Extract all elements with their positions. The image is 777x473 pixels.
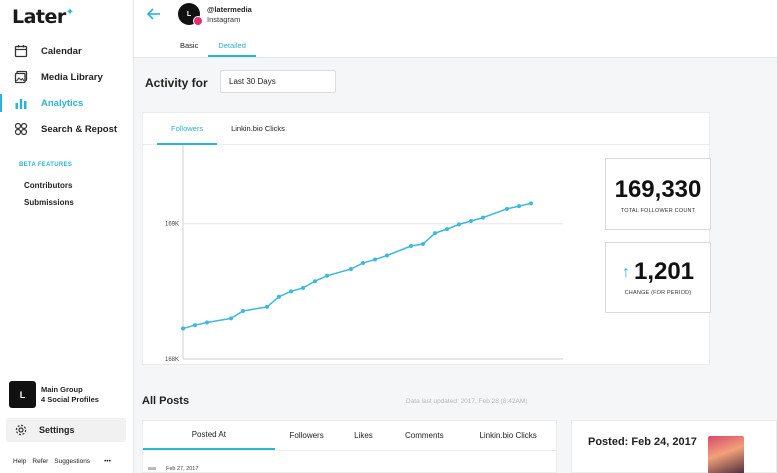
data-point: [421, 242, 425, 246]
data-point: [457, 222, 461, 227]
period-dropdown[interactable]: Last 30 Days: [220, 70, 336, 93]
column-posted-at[interactable]: Posted At: [143, 421, 275, 450]
settings-label: Settings: [39, 425, 75, 435]
data-point: [241, 308, 245, 313]
data-point: [349, 267, 353, 272]
column-comments[interactable]: Comments: [404, 431, 444, 440]
total-follower-card: 169,330 TOTAL FOLLOWER COUNT: [605, 158, 711, 230]
posted-date-text: Posted: Feb 24, 2017: [588, 436, 697, 448]
data-point: [229, 316, 233, 321]
post-date: Feb 27, 2017: [166, 466, 199, 472]
beta-features-label: BETA FEATURES: [19, 162, 73, 168]
total-follower-value: 169,330: [614, 176, 702, 203]
change-label: CHANGE (FOR PERIOD): [624, 290, 692, 296]
sidebar-item-calendar[interactable]: Calendar: [0, 38, 133, 64]
suggestions-link[interactable]: Suggestions: [54, 458, 91, 465]
all-posts-title: All Posts: [142, 395, 190, 407]
group-avatar: L: [9, 381, 36, 408]
data-point: [289, 289, 293, 294]
more-icon[interactable]: •••: [104, 458, 111, 465]
tab-detailed[interactable]: Detailed: [208, 38, 256, 57]
data-point: [193, 323, 197, 328]
arrow-up-icon: ↑: [621, 264, 630, 281]
sidebar-nav: Calendar Media Library Analytics Search …: [0, 38, 133, 142]
view-tabs: Basic Detailed: [170, 38, 256, 57]
sidebar-item-label: Calendar: [41, 45, 82, 57]
data-point: [373, 257, 377, 262]
data-point: [505, 206, 509, 211]
group-name: Main Group: [41, 384, 83, 394]
main-content: Activity for Last 30 Days Followers Link…: [134, 58, 777, 473]
total-follower-label: TOTAL FOLLOWER COUNT: [620, 208, 696, 214]
media-library-icon: [14, 70, 28, 84]
data-point: [433, 231, 437, 236]
data-point: [313, 279, 317, 284]
posted-preview-card: Posted: Feb 24, 2017: [571, 420, 777, 473]
data-point: [265, 304, 269, 309]
sidebar-item-search-repost[interactable]: Search & Repost: [0, 116, 133, 142]
data-point: [325, 273, 329, 278]
series-line: [182, 202, 532, 330]
data-point: [181, 326, 185, 331]
sidebar-item-label: Analytics: [41, 97, 84, 109]
data-point: [301, 285, 305, 290]
data-point: [529, 201, 533, 206]
instagram-icon: [193, 16, 203, 26]
footer-links: Help Refer Suggestions •••: [13, 458, 111, 465]
data-point: [409, 244, 413, 249]
posts-table: Posted At Followers Likes Comments Linki…: [142, 420, 557, 473]
post-image[interactable]: [708, 436, 744, 473]
gear-icon: [15, 424, 27, 436]
profile-handle: @latermedia: [207, 5, 252, 14]
later-logo[interactable]: Later✦: [12, 6, 74, 28]
posts-columns: Posted At Followers Likes Comments Linki…: [143, 421, 556, 451]
data-point: [385, 253, 389, 258]
group-profiles: 4 Social Profiles: [41, 394, 99, 404]
change-value: 1,201: [633, 258, 695, 285]
refer-link[interactable]: Refer: [32, 458, 49, 465]
column-likes[interactable]: Likes: [354, 431, 373, 440]
sidebar-item-label: Search & Repost: [41, 123, 118, 135]
sidebar-item-label: Media Library: [41, 71, 103, 83]
tab-linkinbio-clicks[interactable]: Linkin.bio Clicks: [231, 124, 285, 133]
followers-line-chart: 168K169KJan 29, 2017Feb 3, 2017Feb 8, 20…: [165, 145, 563, 363]
change-card: ↑ 1,201 CHANGE (FOR PERIOD): [605, 242, 711, 313]
post-thumbnail[interactable]: [148, 467, 156, 470]
profile-platform: Instagram: [207, 15, 241, 24]
analytics-icon: [15, 99, 27, 109]
data-point: [277, 294, 281, 299]
sidebar-item-media-library[interactable]: Media Library: [0, 64, 133, 90]
data-point: [205, 320, 209, 325]
back-arrow-icon[interactable]: [146, 6, 162, 22]
data-point: [481, 215, 485, 220]
tab-basic[interactable]: Basic: [180, 41, 199, 50]
data-point: [361, 260, 365, 265]
column-linkinbio-clicks[interactable]: Linkin.bio Clicks: [479, 431, 537, 440]
tab-followers[interactable]: Followers: [157, 113, 218, 145]
data-updated-text: Data last updated: 2017, Feb 28 (8:42AM): [406, 398, 528, 405]
chart-card: Followers Linkin.bio Clicks 168K169KJan …: [142, 112, 711, 365]
y-tick-label: 169K: [165, 222, 179, 228]
settings-button[interactable]: Settings: [6, 418, 126, 442]
sidebar-item-analytics[interactable]: Analytics: [0, 90, 133, 116]
activity-label: Activity for: [145, 76, 208, 90]
sidebar: Later✦ Calendar Media Library Analytics …: [0, 0, 134, 473]
header: L @latermedia Instagram Basic Detailed: [134, 0, 777, 58]
calendar-icon: [14, 45, 28, 58]
help-link[interactable]: Help: [13, 458, 27, 465]
sidebar-item-contributors[interactable]: Contributors: [24, 181, 73, 190]
data-point: [445, 227, 449, 232]
data-point: [517, 204, 521, 209]
chart-tabs: Followers Linkin.bio Clicks: [143, 113, 709, 145]
data-point: [469, 219, 473, 223]
sidebar-item-submissions[interactable]: Submissions: [24, 198, 74, 207]
group-switcher[interactable]: L Main Group 4 Social Profiles: [9, 381, 99, 408]
search-repost-icon: [14, 122, 28, 136]
column-followers[interactable]: Followers: [289, 431, 324, 440]
y-tick-label: 168K: [165, 357, 179, 363]
